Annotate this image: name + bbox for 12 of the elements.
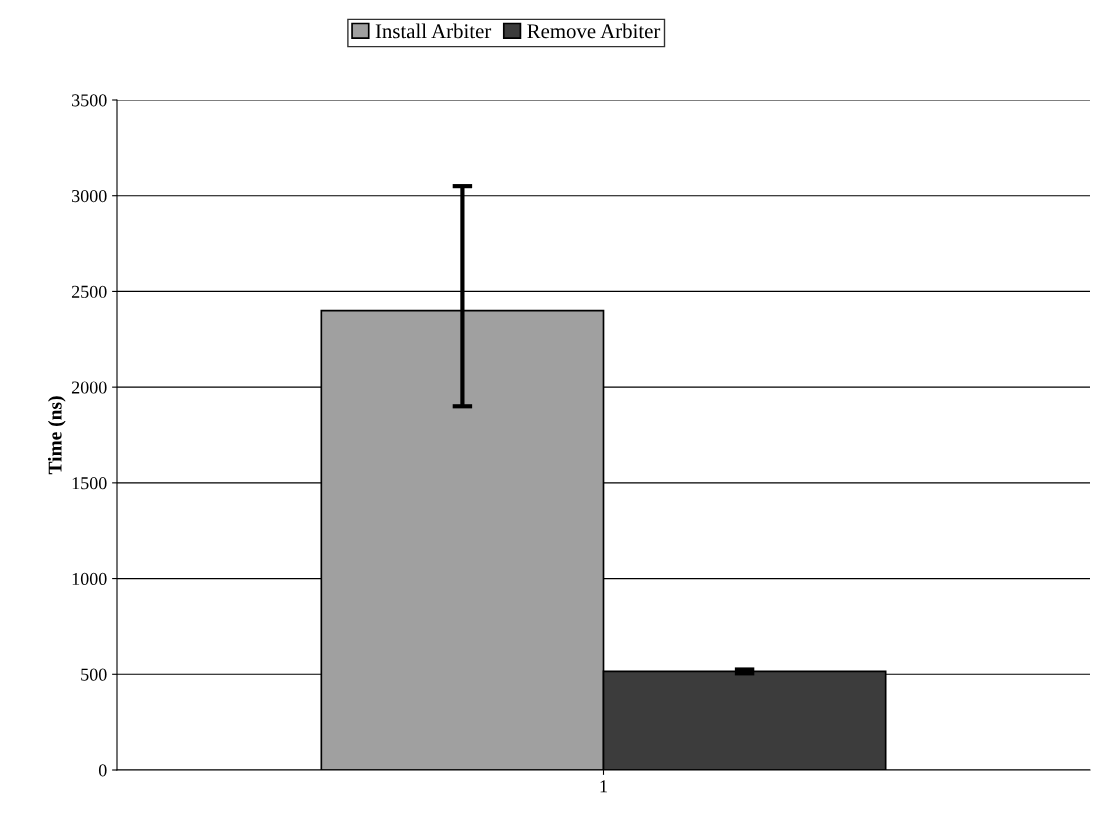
y-tick-label: 3500 <box>72 94 107 107</box>
x-tick-label: 1 <box>600 780 607 793</box>
y-tick-label: 0 <box>98 764 107 777</box>
y-tick-label: 3000 <box>72 189 107 203</box>
y-tick-label: 2500 <box>71 285 107 298</box>
y-tick-label: 1000 <box>72 572 107 586</box>
y-tick-label: 2000 <box>71 381 107 394</box>
y-tick-label: 1500 <box>72 477 107 490</box>
legend-label: Remove Arbiter <box>527 23 661 39</box>
y-tick-label: 500 <box>81 668 107 681</box>
legend-label: Install Arbiter <box>375 23 492 39</box>
y-axis-title: Time (ns) <box>47 396 66 475</box>
